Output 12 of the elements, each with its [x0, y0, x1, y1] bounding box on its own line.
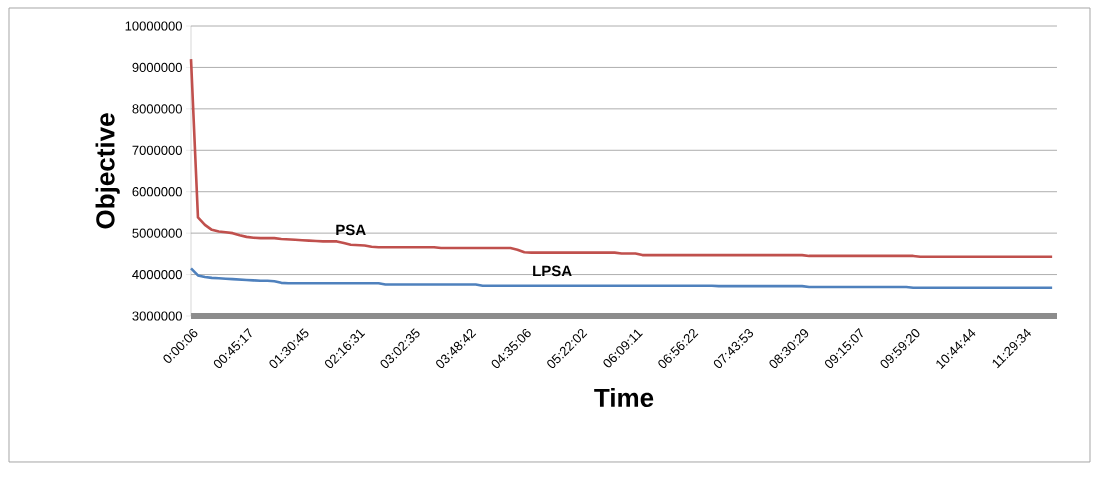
series-label: PSA — [336, 224, 366, 236]
y-tick-label: 3000000 — [132, 311, 182, 321]
y-tick-label: 7000000 — [132, 145, 182, 155]
y-tick-label: 6000000 — [132, 187, 182, 197]
y-axis-title: Objective — [95, 113, 120, 229]
y-tick-label: 4000000 — [132, 269, 182, 280]
y-tick-label: 9000000 — [132, 62, 182, 73]
x-axis-title: Time — [594, 387, 654, 408]
y-tick-label: 8000000 — [132, 104, 182, 114]
y-tick-label: 5000000 — [132, 228, 182, 238]
series-label: LPSA — [533, 265, 572, 277]
y-tick-label: 10000000 — [125, 21, 182, 31]
